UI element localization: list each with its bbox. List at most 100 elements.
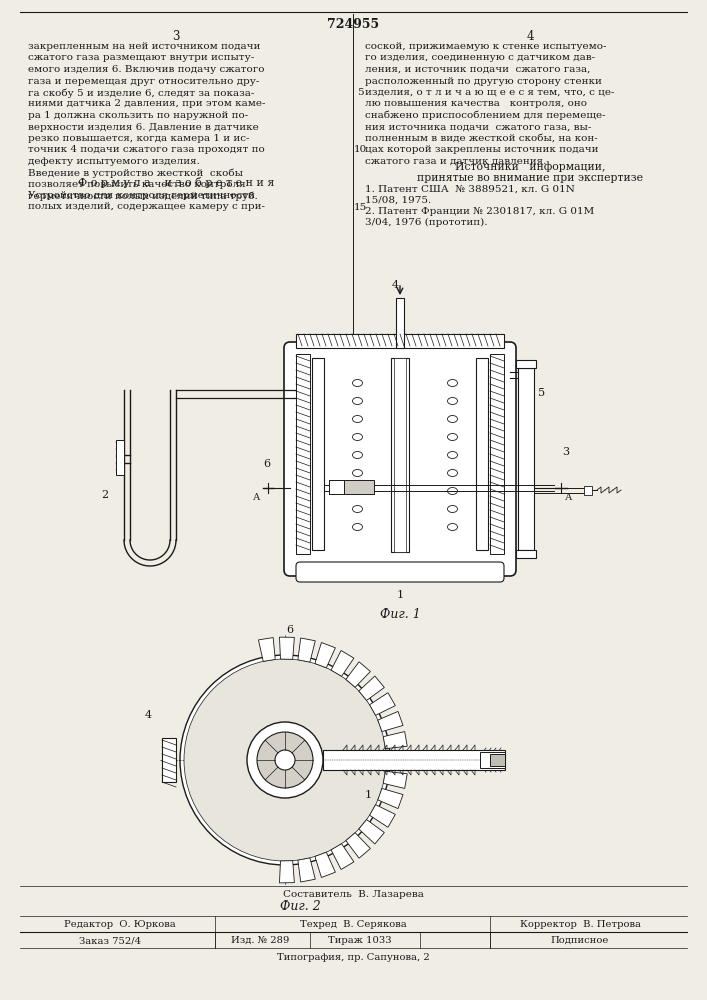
Circle shape [184,659,386,861]
Text: Изд. № 289: Изд. № 289 [230,936,289,945]
Text: Типография, пр. Сапунова, 2: Типография, пр. Сапунова, 2 [276,953,429,962]
Text: сжатого газа и датчик давления.: сжатого газа и датчик давления. [365,157,547,166]
Text: полненным в виде жесткой скобы, на кон-: полненным в виде жесткой скобы, на кон- [365,134,597,143]
Bar [396,298,404,348]
Circle shape [257,732,313,788]
Text: лю повышения качества   контроля, оно: лю повышения качества контроля, оно [365,100,587,108]
Polygon shape [370,805,395,827]
Text: 4: 4 [526,30,534,43]
Text: ления, и источник подачи  сжатого газа,: ления, и источник подачи сжатого газа, [365,65,590,74]
Polygon shape [346,662,370,687]
Bar [476,358,488,550]
Polygon shape [315,643,335,668]
Text: закрепленным на ней источником подачи: закрепленным на ней источником подачи [28,42,260,51]
Text: 15/08, 1975.: 15/08, 1975. [365,196,431,205]
Polygon shape [383,771,407,788]
Text: Источники   информации,: Источники информации, [455,161,605,172]
Text: ния источника подачи  сжатого газа, вы-: ния источника подачи сжатого газа, вы- [365,122,591,131]
Text: сжатого газа размещают внутри испыту-: сжатого газа размещают внутри испыту- [28,53,255,62]
Text: 1: 1 [365,790,372,800]
Bar [296,334,504,348]
Text: 10: 10 [354,145,367,154]
Text: 15: 15 [354,203,367,212]
Text: расположенный по другую сторону стенки: расположенный по другую сторону стенки [365,77,602,86]
Text: резко повышается, когда камера 1 и ис-: резко повышается, когда камера 1 и ис- [28,134,250,143]
Text: газа и перемещая друг относительно дру-: газа и перемещая друг относительно дру- [28,77,259,86]
Text: Составитель  В. Лазарева: Составитель В. Лазарева [283,890,423,899]
Text: Ф о р м у л а    и з о б р е т е н и я: Ф о р м у л а и з о б р е т е н и я [78,176,274,188]
Text: га скобу 5 и изделие 6, следят за показа-: га скобу 5 и изделие 6, следят за показа… [28,88,255,98]
Polygon shape [298,858,315,882]
Text: Фиг. 1: Фиг. 1 [380,608,421,621]
Polygon shape [358,676,385,700]
Bar [116,440,124,475]
FancyBboxPatch shape [296,562,504,582]
Text: 3/04, 1976 (прототип).: 3/04, 1976 (прототип). [365,218,488,227]
Text: Техред  В. Серякова: Техред В. Серякова [300,920,407,929]
Text: А: А [565,493,573,502]
Text: принятые во внимание при экспертизе: принятые во внимание при экспертизе [417,173,643,183]
Polygon shape [331,844,354,869]
Bar [480,752,505,768]
Text: ра 1 должна скользить по наружной по-: ра 1 должна скользить по наружной по- [28,111,248,120]
Bar [391,358,409,552]
Bar [162,738,176,782]
Text: цах которой закреплены источник подачи: цах которой закреплены источник подачи [365,145,599,154]
Bar [329,480,374,494]
Text: 2: 2 [101,490,108,500]
Text: изделия, о т л и ч а ю щ е е с я тем, что, с це-: изделия, о т л и ч а ю щ е е с я тем, чт… [365,88,614,97]
Text: 4: 4 [392,280,399,290]
Text: 724955: 724955 [327,18,379,31]
Text: 3: 3 [562,447,569,457]
Bar [394,358,406,552]
Text: Заказ 752/4: Заказ 752/4 [79,936,141,945]
Text: 1. Патент США  № 3889521, кл. G 01N: 1. Патент США № 3889521, кл. G 01N [365,185,575,194]
Bar [312,358,324,550]
Text: А: А [253,493,261,502]
Circle shape [247,722,323,798]
Text: позволяет повысить качество контроля: позволяет повысить качество контроля [28,180,246,189]
Text: верхности изделия 6. Давление в датчике: верхности изделия 6. Давление в датчике [28,122,259,131]
Text: 1: 1 [397,590,404,600]
Text: снабжено приспособлением для перемеще-: снабжено приспособлением для перемеще- [365,111,606,120]
Polygon shape [370,693,395,715]
Text: Фиг. 2: Фиг. 2 [280,900,320,913]
Text: герметичности полых изделий типа труб.: герметичности полых изделий типа труб. [28,192,258,201]
Polygon shape [346,833,370,858]
Polygon shape [378,788,403,809]
Bar [296,354,310,554]
Text: 4: 4 [145,710,152,720]
Text: дефекту испытуемого изделия.: дефекту испытуемого изделия. [28,157,200,166]
Polygon shape [259,638,275,661]
Text: 2. Патент Франции № 2301817, кл. G 01M: 2. Патент Франции № 2301817, кл. G 01M [365,207,595,216]
Polygon shape [383,732,407,749]
Polygon shape [279,861,294,883]
Polygon shape [331,651,354,676]
Bar [490,354,504,554]
Circle shape [275,750,295,770]
Text: 3: 3 [173,30,180,43]
Text: Подписное: Подписное [551,936,609,945]
Text: 5: 5 [538,388,545,398]
Text: полых изделий, содержащее камеру с при-: полых изделий, содержащее камеру с при- [28,202,265,211]
Text: 6: 6 [286,625,293,635]
Polygon shape [279,637,294,659]
Bar [490,754,505,766]
Text: Тираж 1033: Тираж 1033 [328,936,392,945]
Polygon shape [298,638,315,662]
Bar [323,750,505,770]
Text: Корректор  В. Петрова: Корректор В. Петрова [520,920,641,929]
Text: 6: 6 [263,459,270,469]
Text: точник 4 подачи сжатого газа проходят по: точник 4 подачи сжатого газа проходят по [28,145,264,154]
Bar [584,486,592,495]
Bar [329,480,344,494]
Circle shape [180,655,390,865]
Text: соской, прижимаемую к стенке испытуемо-: соской, прижимаемую к стенке испытуемо- [365,42,607,51]
Bar [516,360,536,368]
Text: Введение в устройство жесткой  скобы: Введение в устройство жесткой скобы [28,168,243,178]
Text: Редактор  О. Юркова: Редактор О. Юркова [64,920,176,929]
Text: 5: 5 [357,88,363,97]
Polygon shape [315,852,335,877]
Text: го изделия, соединенную с датчиком дав-: го изделия, соединенную с датчиком дав- [365,53,595,62]
Polygon shape [358,820,385,844]
